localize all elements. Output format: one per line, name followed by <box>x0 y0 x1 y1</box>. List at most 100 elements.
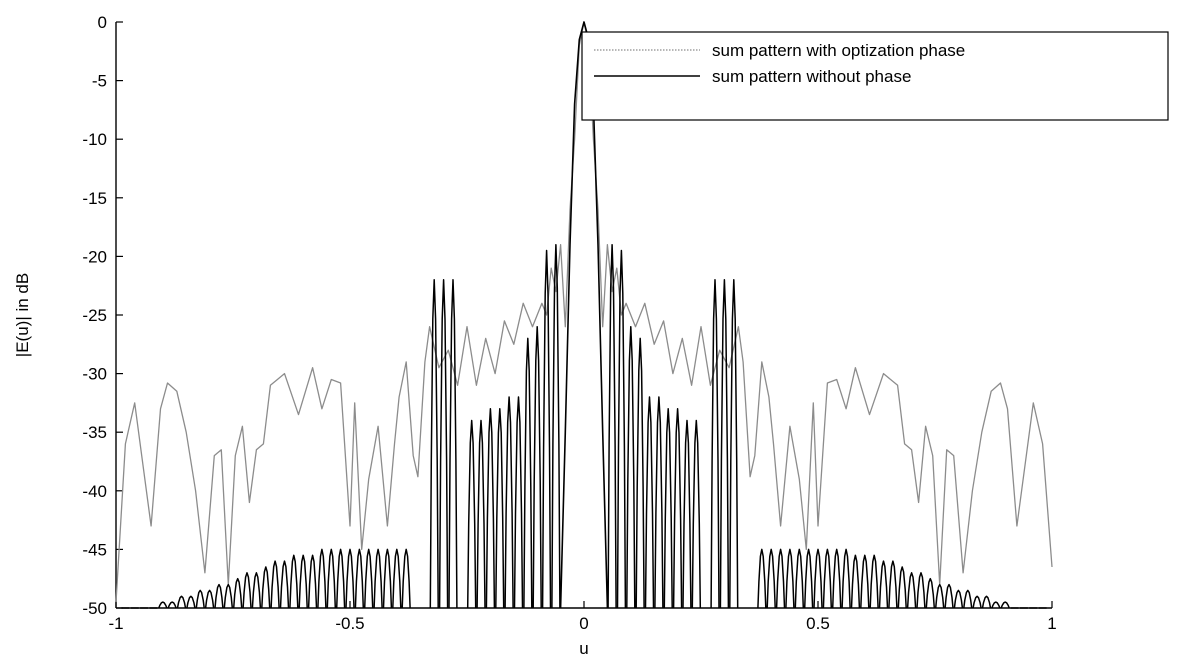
sidelobe-without-phase <box>476 419 486 609</box>
sidelobe-without-phase <box>232 577 243 609</box>
sidelobe-without-phase <box>363 548 374 609</box>
y-tick-label: -45 <box>82 540 107 559</box>
sidelobe-without-phase <box>654 396 664 609</box>
sidelobe-without-phase <box>710 279 720 609</box>
sidelobe-without-phase <box>204 589 215 609</box>
sidelobe-without-phase <box>532 325 542 609</box>
sidelobe-without-phase <box>158 601 168 609</box>
sidelobe-without-phase <box>813 548 823 609</box>
sidelobe-without-phase <box>757 548 767 609</box>
sidelobe-without-phase <box>429 279 439 609</box>
sidelobe-without-phase <box>513 396 524 609</box>
sidelobe-without-phase <box>317 548 327 609</box>
sidelobe-without-phase <box>448 279 458 609</box>
sidelobe-without-phase <box>495 408 505 609</box>
sidelobe-without-phase <box>916 572 926 609</box>
sidelobe-without-phase <box>953 589 964 609</box>
sidelobe-without-phase <box>822 548 833 609</box>
sidelobe-without-phase <box>279 560 290 609</box>
sidelobe-without-phase <box>335 548 346 609</box>
sidelobe-without-phase <box>963 589 973 609</box>
sidelobe-without-phase <box>850 554 861 609</box>
sidelobe-without-phase <box>860 554 870 609</box>
sidelobe-without-phase <box>888 560 898 609</box>
sidelobe-without-phase <box>672 408 683 609</box>
sidelobe-without-phase <box>298 554 308 609</box>
sidelobe-without-phase <box>719 279 730 609</box>
y-tick-label: -30 <box>82 365 107 384</box>
sidelobe-without-phase <box>382 548 393 609</box>
sidelobe-without-phase <box>373 548 383 609</box>
sidelobe-without-phase <box>242 572 252 609</box>
sidelobe-without-phase <box>1000 601 1010 609</box>
sidelobe-without-phase <box>729 279 739 609</box>
x-axis-title: u <box>579 639 588 658</box>
x-axis-ticks: -1 -0.5 0 0.5 1 <box>108 601 1057 633</box>
sidelobe-without-phase <box>195 589 205 609</box>
sidelobe-without-phase <box>906 572 917 609</box>
sidelobe-without-phase <box>925 577 936 609</box>
sidelobe-without-phase <box>663 408 673 609</box>
legend-label-without-phase: sum pattern without phase <box>712 67 911 86</box>
legend: sum pattern with optization phase sum pa… <box>581 31 1169 121</box>
y-tick-label: 0 <box>98 13 107 32</box>
sidelobe-without-phase <box>326 548 337 609</box>
y-tick-label: -10 <box>82 130 107 149</box>
sidelobe-without-phase <box>223 583 234 609</box>
sidelobe-without-phase <box>785 548 795 609</box>
sidelobe-without-phase <box>794 548 805 609</box>
y-tick-label: -25 <box>82 306 107 325</box>
x-tick-label: -1 <box>108 614 123 633</box>
sidelobe-without-phase <box>504 396 514 609</box>
sidelobe-without-phase <box>438 279 449 609</box>
sidelobe-without-phase <box>214 583 224 609</box>
sidelobe-without-phase <box>270 560 280 609</box>
sidelobe-without-phase <box>261 566 271 609</box>
sidelobe-without-phase <box>691 419 702 609</box>
sidelobe-without-phase <box>897 566 907 609</box>
sidelobe-without-phase <box>981 595 992 609</box>
series-layer <box>115 21 1053 609</box>
y-tick-label: -40 <box>82 482 107 501</box>
y-axis-title: |E(u)| in dB <box>13 273 32 357</box>
sidelobe-without-phase <box>803 548 814 609</box>
sidelobe-without-phase <box>345 548 355 609</box>
sidelobe-without-phase <box>607 243 617 609</box>
legend-label-optimization-phase: sum pattern with optization phase <box>712 41 965 60</box>
sidelobe-without-phase <box>392 548 402 609</box>
sidelobe-without-phase <box>401 548 411 609</box>
sidelobe-without-phase <box>682 419 692 609</box>
sidelobe-without-phase <box>289 554 299 609</box>
sidelobe-without-phase <box>176 595 187 609</box>
sidelobe-without-phase <box>635 337 645 609</box>
sidelobe-without-phase <box>766 548 776 609</box>
sidelobe-without-phase <box>466 419 477 609</box>
y-tick-label: -15 <box>82 189 107 208</box>
sidelobe-without-phase <box>616 249 627 609</box>
sidelobe-without-phase <box>869 554 879 609</box>
y-tick-label: -20 <box>82 247 107 266</box>
x-tick-label: 0 <box>579 614 588 633</box>
sidelobe-without-phase <box>307 554 318 609</box>
sidelobe-without-phase <box>944 583 954 609</box>
x-tick-label: -0.5 <box>335 614 364 633</box>
sidelobe-without-phase <box>251 572 262 609</box>
sidelobe-without-phase <box>523 337 533 609</box>
sidelobe-without-phase <box>354 548 365 609</box>
sidelobe-without-phase <box>186 595 196 609</box>
sidelobe-without-phase <box>551 243 561 609</box>
sidelobe-without-phase <box>934 583 945 609</box>
sidelobe-without-phase <box>841 548 851 609</box>
y-axis-ticks: 0 -5 -10 -15 -20 -25 -30 -35 -40 -45 -50 <box>82 13 123 618</box>
sidelobe-without-phase <box>775 548 786 609</box>
y-tick-label: -5 <box>92 72 107 91</box>
sidelobe-without-phase <box>831 548 842 609</box>
sidelobe-without-phase <box>541 249 552 609</box>
sidelobe-without-phase <box>878 560 889 609</box>
sidelobe-without-phase <box>626 325 636 609</box>
y-tick-label: -50 <box>82 599 107 618</box>
sidelobe-without-phase <box>485 408 496 609</box>
x-tick-label: 0.5 <box>806 614 830 633</box>
